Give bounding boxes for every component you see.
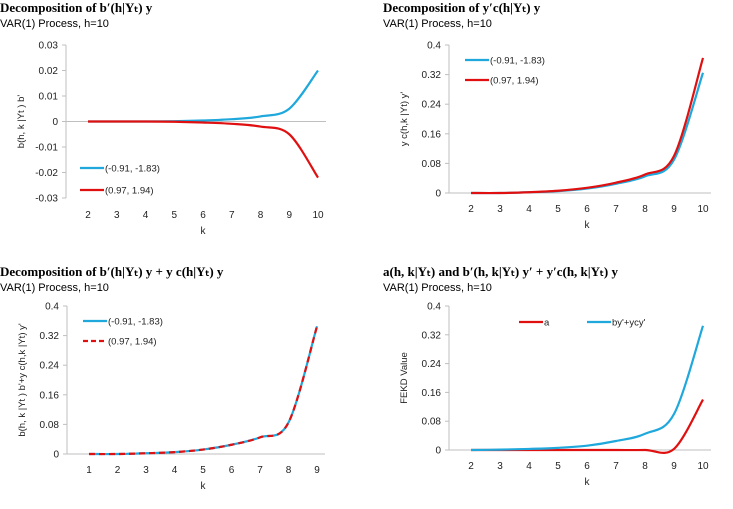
chart-title: Decomposition of b′(h|Yₜ) y <box>0 0 153 15</box>
x-tick-label: 5 <box>171 210 177 221</box>
chart-panel-2: Decomposition of y′c(h|Yₜ) y VAR(1) Proc… <box>383 0 733 245</box>
y-tick-label: 0.32 <box>422 330 442 341</box>
x-axis-label: k <box>585 220 591 231</box>
x-tick-label: 4 <box>172 465 178 476</box>
legend-label: a <box>544 318 550 329</box>
chart-subtitle: VAR(1) Process, h=10 <box>0 282 109 294</box>
y-tick-label: -0.03 <box>35 194 58 205</box>
chart-panel-4: a(h, k|Yₜ) and b′(h, k|Yₜ) y′ + y′c(h, k… <box>383 264 733 509</box>
x-tick-label: 5 <box>555 204 561 215</box>
x-tick-label: 9 <box>314 465 320 476</box>
chart-panel-3: Decomposition of b′(h|Yₜ) y + y c(h|Yₜ) … <box>0 264 360 509</box>
x-tick-label: 2 <box>468 204 474 215</box>
x-tick-label: 9 <box>671 461 677 472</box>
x-tick-label: 7 <box>229 210 235 221</box>
legend-label: by'+ycy' <box>612 318 646 329</box>
y-tick-label: 0.03 <box>39 41 59 52</box>
x-tick-label: 5 <box>200 465 206 476</box>
x-axis-label: k <box>201 481 207 492</box>
x-tick-label: 1 <box>86 465 92 476</box>
x-tick-label: 6 <box>584 204 590 215</box>
series-line <box>88 326 319 456</box>
y-axis-label: y c(h,k |Yt) y' <box>399 92 410 147</box>
y-tick-label: 0.4 <box>45 302 59 313</box>
chart-title: Decomposition of b′(h|Yₜ) y + y c(h|Yₜ) … <box>0 264 224 279</box>
y-tick-label: 0 <box>435 446 441 457</box>
legend-label: (0.97, 1.94) <box>490 76 539 87</box>
chart-panel-1: Decomposition of b′(h|Yₜ) y VAR(1) Proce… <box>0 0 360 245</box>
x-tick-label: 8 <box>286 465 292 476</box>
y-tick-label: 0.32 <box>422 70 442 81</box>
legend-label: (-0.91, -1.83) <box>108 317 163 328</box>
x-tick-label: 3 <box>114 210 120 221</box>
chart-svg: 0.4 0.32 0.24 0.16 0.08 0 2 3 4 5 6 7 8 9 10 k y c(h,k |… <box>399 41 711 231</box>
y-tick-label: 0 <box>435 189 441 200</box>
y-axis-label: b(h, k |Yt ) b'+y c(h,k |Yt) y' <box>17 323 28 437</box>
chart-subtitle: VAR(1) Process, h=10 <box>383 282 492 294</box>
chart-subtitle: VAR(1) Process, h=10 <box>0 18 109 30</box>
x-tick-label: 4 <box>143 210 149 221</box>
x-tick-label: 2 <box>85 210 91 221</box>
legend-label: (-0.91, -1.83) <box>105 164 160 175</box>
y-tick-label: -0.01 <box>35 143 58 154</box>
x-tick-label: 10 <box>697 204 709 215</box>
y-tick-label: 0 <box>52 117 58 128</box>
chart-svg: 0.03 0.02 0.01 0 -0.01 -0.02 -0.03 2 3 4 5 6 7 8 9 10 k b… <box>16 41 326 237</box>
y-tick-label: 0.32 <box>40 331 60 342</box>
chart-subtitle: VAR(1) Process, h=10 <box>383 18 492 30</box>
x-axis-label: k <box>201 226 207 237</box>
y-tick-label: 0.08 <box>40 420 60 431</box>
y-tick-label: 0.08 <box>422 417 442 428</box>
series-line <box>470 325 705 452</box>
x-tick-label: 7 <box>613 204 619 215</box>
y-tick-label: 0.24 <box>422 100 442 111</box>
series-line <box>88 69 319 123</box>
x-tick-label: 2 <box>115 465 121 476</box>
chart-title: Decomposition of y′c(h|Yₜ) y <box>383 0 541 15</box>
legend-label: (0.97, 1.94) <box>105 186 154 197</box>
x-tick-label: 8 <box>258 210 264 221</box>
x-tick-label: 6 <box>200 210 206 221</box>
y-tick-label: 0.01 <box>39 92 59 103</box>
y-tick-label: 0.24 <box>40 361 60 372</box>
chart-svg: 0.4 0.32 0.24 0.16 0.08 0 2 3 4 5 6 7 8 9 10 k FEKD Valu… <box>399 302 711 488</box>
series-line <box>470 57 705 195</box>
series-line <box>470 72 705 195</box>
y-tick-label: 0 <box>53 450 59 461</box>
x-axis-label: k <box>585 477 591 488</box>
x-tick-label: 4 <box>526 204 532 215</box>
x-tick-label: 5 <box>555 461 561 472</box>
x-tick-label: 7 <box>613 461 619 472</box>
x-tick-label: 10 <box>312 210 324 221</box>
x-tick-label: 8 <box>642 461 648 472</box>
y-tick-label: -0.02 <box>35 168 58 179</box>
chart-title: a(h, k|Yₜ) and b′(h, k|Yₜ) y′ + y′c(h, k… <box>383 264 618 279</box>
x-tick-label: 7 <box>257 465 263 476</box>
x-tick-label: 8 <box>642 204 648 215</box>
x-tick-label: 3 <box>143 465 149 476</box>
y-tick-label: 0.02 <box>39 66 59 77</box>
y-tick-label: 0.16 <box>40 390 60 401</box>
y-tick-label: 0.08 <box>422 159 442 170</box>
x-tick-label: 4 <box>526 461 532 472</box>
legend-label: (0.97, 1.94) <box>108 337 157 348</box>
y-tick-label: 0.24 <box>422 359 442 370</box>
y-tick-label: 0.16 <box>422 388 442 399</box>
x-tick-label: 3 <box>497 461 503 472</box>
y-tick-label: 0.4 <box>427 302 441 313</box>
x-tick-label: 6 <box>584 461 590 472</box>
x-tick-label: 2 <box>468 461 474 472</box>
chart-svg: 0.4 0.32 0.24 0.16 0.08 0 1 2 3 4 5 6 7 8 9 k b(h, k |Yt… <box>17 302 325 492</box>
legend-label: (-0.91, -1.83) <box>490 56 545 67</box>
x-tick-label: 3 <box>497 204 503 215</box>
y-tick-label: 0.4 <box>427 41 441 52</box>
x-tick-label: 10 <box>697 461 709 472</box>
x-tick-label: 9 <box>286 210 292 221</box>
y-axis-label: FEKD Value <box>399 352 410 404</box>
series-line <box>88 120 319 179</box>
x-tick-label: 6 <box>229 465 235 476</box>
y-axis-label: b(h, k |Yt ) b' <box>16 95 27 149</box>
y-tick-label: 0.16 <box>422 129 442 140</box>
x-tick-label: 9 <box>671 204 677 215</box>
